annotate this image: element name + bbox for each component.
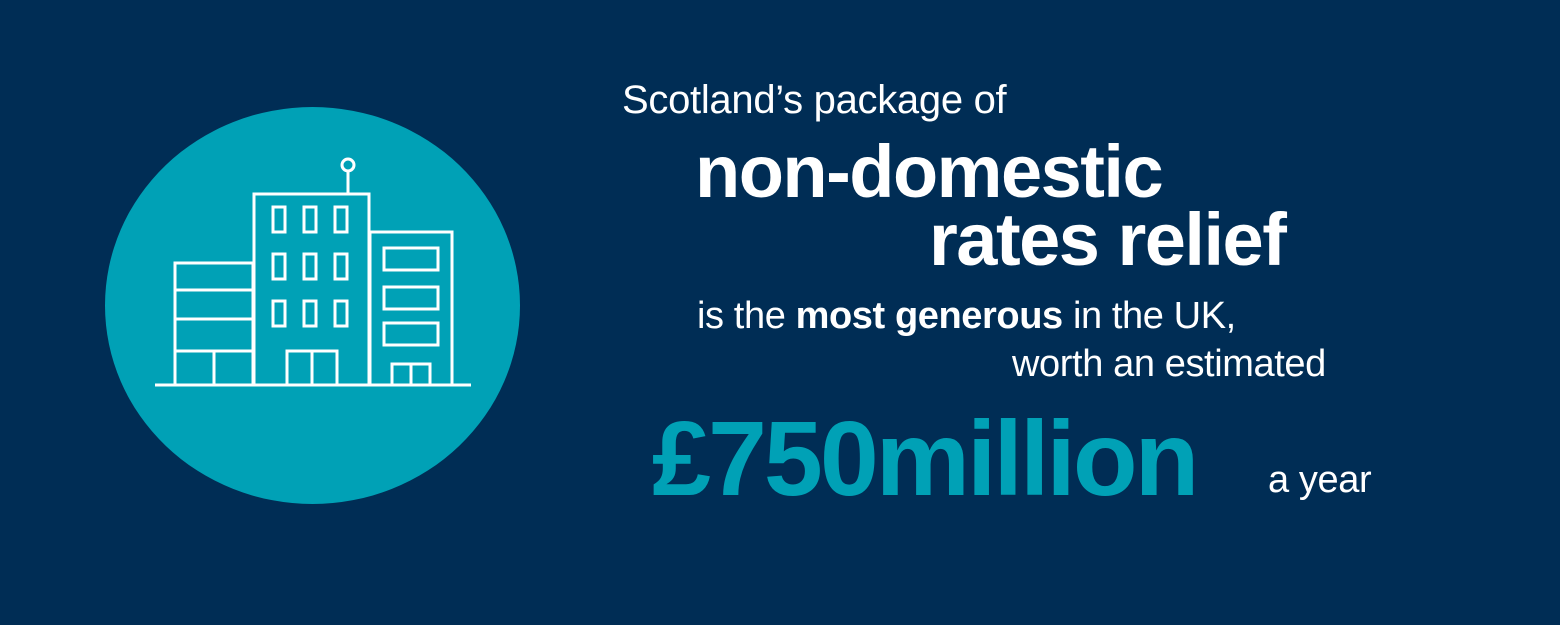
building-icon-circle — [105, 107, 520, 504]
claim-emphasis: most generous — [795, 295, 1064, 337]
per-year-text: a year — [1268, 459, 1372, 501]
worth-text: worth an estimated — [1012, 343, 1326, 385]
claim-prefix: is the — [697, 295, 796, 337]
headline-line-2: rates relief — [929, 198, 1287, 281]
headline-line-1: non-domestic — [695, 130, 1164, 213]
claim-suffix: in the UK, — [1062, 295, 1236, 337]
office-building-icon — [155, 157, 471, 387]
claim-text: is the most generous in the UK, — [697, 297, 1236, 335]
intro-text: Scotland’s package of — [622, 78, 1007, 122]
amount-figure: £750million — [652, 400, 1199, 518]
